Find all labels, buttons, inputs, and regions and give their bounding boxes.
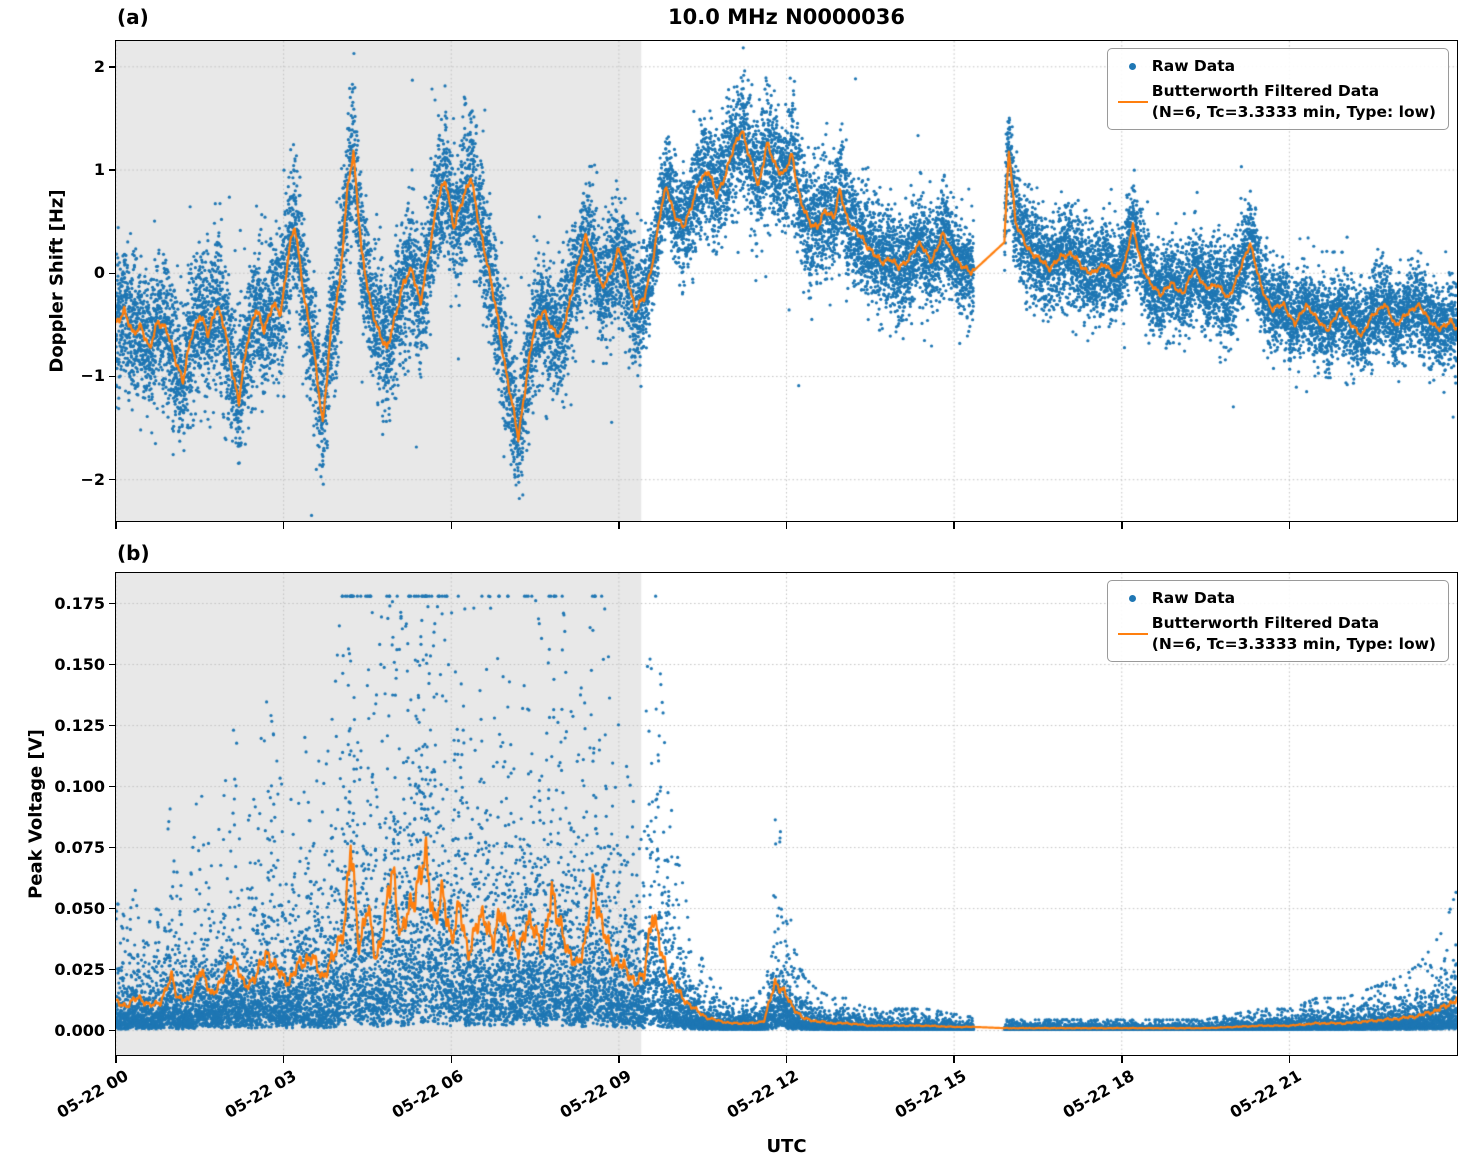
y-tick-label: −2 xyxy=(80,469,105,489)
x-tick-mark xyxy=(618,1056,620,1063)
x-tick-mark xyxy=(115,1056,117,1063)
filtered-data-label: Butterworth Filtered Data (N=6, Tc=3.3333… xyxy=(1152,81,1436,122)
y-tick-mark xyxy=(109,478,116,481)
y-tick-label: 0.175 xyxy=(54,593,105,613)
scatter-dot-icon xyxy=(1129,62,1137,70)
x-tick-mark xyxy=(282,1056,285,1063)
x-tick-mark xyxy=(953,1056,955,1063)
x-tick-mark xyxy=(785,1056,788,1063)
raw-data-marker xyxy=(1114,594,1152,602)
x-tick-mark xyxy=(1121,1056,1123,1063)
x-tick-mark xyxy=(115,522,117,529)
x-tick-label: 05-22 06 xyxy=(388,1066,467,1122)
filtered-data-label: Butterworth Filtered Data (N=6, Tc=3.3333… xyxy=(1152,613,1436,654)
x-tick-label: 05-22 03 xyxy=(221,1066,300,1122)
y-tick-mark xyxy=(109,375,116,378)
legend-row-filtered: Butterworth Filtered Data (N=6, Tc=3.3333… xyxy=(1114,81,1436,122)
y-tick-label: 0.050 xyxy=(54,898,105,918)
y-tick-label: −1 xyxy=(80,366,105,386)
raw-data-label: Raw Data xyxy=(1151,57,1236,75)
y-tick-mark xyxy=(109,1029,116,1032)
filtered-label-line2: (N=6, Tc=3.3333 min, Type: low) xyxy=(1151,634,1436,653)
x-tick-label: 05-22 09 xyxy=(556,1066,635,1122)
panel-b-plot: Raw Data Butterworth Filtered Data (N=6, … xyxy=(115,572,1458,1056)
y-tick-label: 0.075 xyxy=(54,837,105,857)
y-tick-mark xyxy=(109,663,116,666)
y-tick-label: 0.100 xyxy=(54,776,105,796)
filtered-line-marker xyxy=(1114,100,1152,103)
filtered-label-line1: Butterworth Filtered Data xyxy=(1151,82,1380,101)
raw-data-label: Raw Data xyxy=(1151,589,1236,607)
y-tick-mark xyxy=(109,602,116,605)
legend-row-filtered: Butterworth Filtered Data (N=6, Tc=3.3333… xyxy=(1114,613,1436,654)
panel-b-legend: Raw Data Butterworth Filtered Data (N=6, … xyxy=(1106,580,1449,663)
y-tick-label: 0.025 xyxy=(54,959,105,979)
x-tick-label: 05-22 18 xyxy=(1059,1066,1138,1122)
legend-row-raw: Raw Data xyxy=(1114,56,1436,76)
x-tick-mark xyxy=(953,522,955,529)
x-tick-mark xyxy=(1288,1056,1291,1063)
x-tick-mark xyxy=(1288,522,1291,529)
x-tick-label: 05-22 21 xyxy=(1226,1066,1305,1122)
filtered-line-marker xyxy=(1114,632,1152,635)
x-tick-label: 05-22 00 xyxy=(53,1066,132,1122)
x-tick-mark xyxy=(282,522,285,529)
x-axis-label: UTC xyxy=(766,1136,807,1157)
line-segment-icon xyxy=(1117,632,1148,635)
panel-b-ylabel: Peak Voltage [V] xyxy=(25,729,47,899)
y-tick-mark xyxy=(109,968,116,971)
raw-data-marker xyxy=(1114,62,1152,70)
panel-a-plot: Raw Data Butterworth Filtered Data (N=6, … xyxy=(115,40,1458,522)
y-tick-mark xyxy=(109,272,116,274)
y-tick-label: 0 xyxy=(93,263,105,283)
panel-b-label: (b) xyxy=(117,541,150,565)
x-tick-label: 05-22 12 xyxy=(724,1066,802,1122)
y-tick-mark xyxy=(109,846,116,849)
x-tick-mark xyxy=(785,522,788,529)
panel-a-legend: Raw Data Butterworth Filtered Data (N=6, … xyxy=(1106,48,1449,131)
figure-title: 10.0 MHz N0000036 xyxy=(668,5,905,29)
y-tick-label: 0.000 xyxy=(54,1020,105,1040)
x-tick-mark xyxy=(450,1056,452,1063)
y-tick-label: 0.125 xyxy=(54,715,105,735)
y-tick-mark xyxy=(109,169,116,171)
y-tick-mark xyxy=(109,785,116,788)
filtered-label-line1: Butterworth Filtered Data xyxy=(1151,614,1380,633)
panel-a-label: (a) xyxy=(117,5,149,29)
x-tick-label: 05-22 15 xyxy=(891,1066,970,1122)
line-segment-icon xyxy=(1117,100,1148,103)
y-tick-mark xyxy=(109,907,116,910)
x-tick-mark xyxy=(450,522,452,529)
filtered-label-line2: (N=6, Tc=3.3333 min, Type: low) xyxy=(1151,102,1436,121)
x-tick-mark xyxy=(1121,522,1123,529)
x-tick-mark xyxy=(618,522,620,529)
y-tick-label: 0.150 xyxy=(54,654,105,674)
y-tick-label: 2 xyxy=(93,56,105,76)
y-tick-mark xyxy=(109,66,116,68)
y-tick-label: 1 xyxy=(93,160,105,180)
y-tick-mark xyxy=(109,724,116,727)
scatter-dot-icon xyxy=(1129,594,1137,602)
legend-row-raw: Raw Data xyxy=(1114,588,1436,608)
